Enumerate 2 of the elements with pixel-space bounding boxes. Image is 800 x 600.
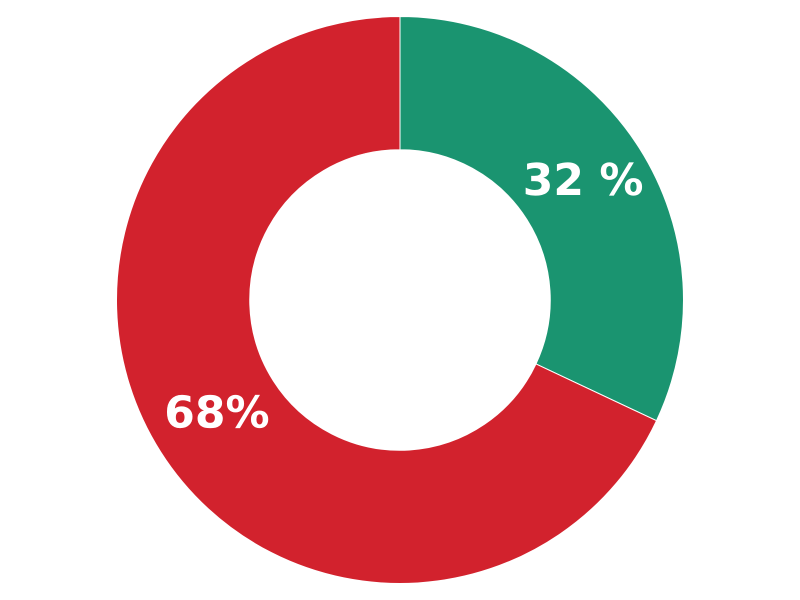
data-label: 68% [164, 388, 270, 439]
data-label: 32 % [522, 155, 644, 206]
